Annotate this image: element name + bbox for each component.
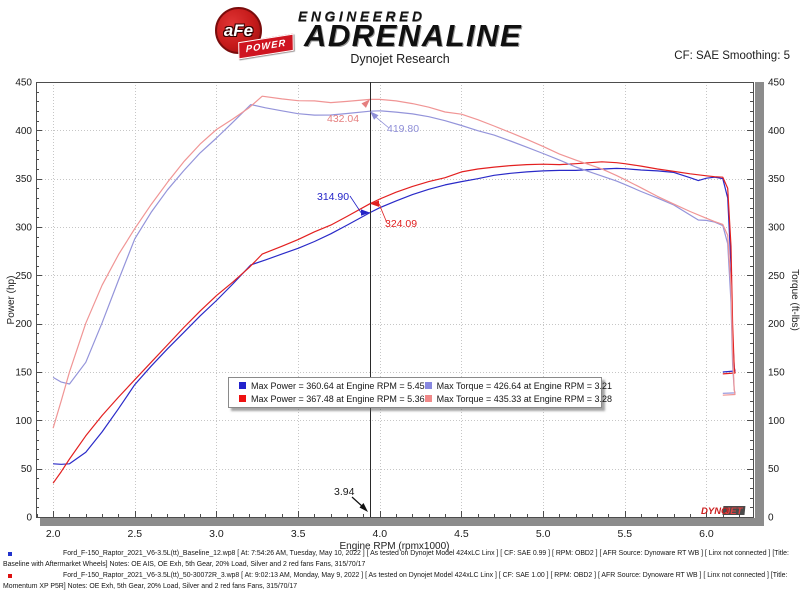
svg-text:3.5: 3.5 xyxy=(291,528,306,540)
torque-axis-label: Torque (ft-lbs) xyxy=(789,269,800,331)
legend-swatch-icon xyxy=(239,395,246,402)
power-axis-label: Power (hp) xyxy=(6,276,17,325)
cursor-marker-momentum-torque xyxy=(361,99,371,108)
run-bullet-icon xyxy=(8,552,12,556)
svg-text:432.04: 432.04 xyxy=(327,113,359,125)
afe-logo-text: aFe xyxy=(223,20,254,40)
svg-text:4.5: 4.5 xyxy=(454,528,469,540)
svg-text:300: 300 xyxy=(768,223,785,234)
cursor-readouts: 432.04 419.80 314.90 324.09 xyxy=(317,99,419,230)
brand-adrenaline-text: ADRENALINE xyxy=(304,18,523,53)
baseline-torque-curve xyxy=(52,103,736,394)
svg-text:2.0: 2.0 xyxy=(46,528,61,540)
legend-swatch-icon xyxy=(424,395,432,402)
power-ribbon-text: POWER xyxy=(245,37,287,56)
svg-text:JET: JET xyxy=(725,506,744,517)
svg-text:200: 200 xyxy=(15,319,32,330)
svg-text:300: 300 xyxy=(15,223,32,234)
rpm-axis-label: Engine RPM (rpmx1000) xyxy=(339,541,449,552)
momentum-torque-curve xyxy=(52,95,736,429)
svg-text:314.90: 314.90 xyxy=(317,191,349,203)
run-description: Ford_F-150_Raptor_2021_V6-3.5L(tt)_Basel… xyxy=(3,550,789,568)
run-entry: Ford_F-150_Raptor_2021_V6-3.5L(tt)_Basel… xyxy=(0,549,800,570)
legend-label: Max Power = 360.64 at Engine RPM = 5.45 xyxy=(251,380,425,391)
svg-text:250: 250 xyxy=(768,271,785,282)
svg-text:0: 0 xyxy=(26,513,32,524)
svg-text:350: 350 xyxy=(768,174,785,185)
legend-item: Max Torque = 435.33 at Engine RPM = 3.28 xyxy=(424,393,613,404)
cursor-rpm-label: 3.94 xyxy=(334,486,355,498)
run-bullet-icon xyxy=(8,574,12,578)
cursor-label-leader xyxy=(351,496,364,508)
legend-label: Max Power = 367.48 at Engine RPM = 5.36 xyxy=(251,393,425,404)
vertical-scrollbar[interactable] xyxy=(755,82,764,526)
svg-text:450: 450 xyxy=(15,78,32,89)
axis-ticks xyxy=(36,82,753,518)
svg-text:100: 100 xyxy=(15,416,32,427)
svg-text:6.0: 6.0 xyxy=(699,528,714,540)
brand-engineered-text: ENGINEERED xyxy=(298,8,426,24)
svg-text:5.0: 5.0 xyxy=(536,528,551,540)
svg-text:50: 50 xyxy=(768,464,780,475)
svg-text:5.5: 5.5 xyxy=(617,528,632,540)
cursor-marker-momentum-power xyxy=(370,200,380,207)
legend-item: Max Power = 360.64 at Engine RPM = 5.45 xyxy=(239,381,425,391)
svg-text:100: 100 xyxy=(768,416,785,427)
cursor-label-arrow-icon xyxy=(359,503,368,512)
plot-border xyxy=(36,82,754,518)
svg-text:2.5: 2.5 xyxy=(128,528,143,540)
svg-text:250: 250 xyxy=(15,271,32,282)
svg-text:50: 50 xyxy=(21,464,33,475)
svg-text:400: 400 xyxy=(768,126,785,137)
legend-item: Max Power = 367.48 at Engine RPM = 5.36 xyxy=(239,394,425,404)
cursor-marker-baseline-torque xyxy=(370,111,379,120)
baseline-power-curve xyxy=(53,167,736,465)
momentum-power-curve xyxy=(52,161,736,484)
cursor-marker-baseline-power xyxy=(361,209,371,216)
svg-text:324.09: 324.09 xyxy=(385,218,417,230)
svg-text:0: 0 xyxy=(768,513,774,524)
svg-text:450: 450 xyxy=(768,78,785,89)
svg-text:400: 400 xyxy=(15,126,32,137)
svg-text:150: 150 xyxy=(15,368,32,379)
svg-text:419.80: 419.80 xyxy=(387,123,419,135)
tick-labels: 0 0 50 50 100 100 150 150 200 200 250 250 300 300 350 3… xyxy=(15,78,785,541)
horizontal-scrollbar[interactable] xyxy=(40,518,764,526)
gridlines xyxy=(36,82,753,517)
legend-swatch-icon xyxy=(424,382,432,389)
svg-text:200: 200 xyxy=(768,319,785,330)
svg-text:DYNO: DYNO xyxy=(701,506,729,517)
svg-text:350: 350 xyxy=(15,174,32,185)
cf-smoothing-label: CF: SAE Smoothing: 5 xyxy=(674,50,790,62)
legend-item: Max Torque = 426.64 at Engine RPM = 3.21 xyxy=(424,380,613,391)
run-description: Ford_F-150_Raptor_2021_V6-3.5L(tt)_50-30… xyxy=(3,572,788,590)
svg-text:3.0: 3.0 xyxy=(209,528,224,540)
legend-swatch-icon xyxy=(239,382,246,389)
svg-text:150: 150 xyxy=(768,368,785,379)
chart-legend: Max Power = 360.64 at Engine RPM = 5.45 M… xyxy=(228,377,612,408)
legend-label: Max Torque = 426.64 at Engine RPM = 3.21 xyxy=(436,380,613,391)
page-title: Dynojet Research xyxy=(350,52,450,66)
svg-text:4.0: 4.0 xyxy=(372,528,387,540)
run-entry: Ford_F-150_Raptor_2021_V6-3.5L(tt)_50-30… xyxy=(0,571,800,592)
run-info-footer: Ford_F-150_Raptor_2021_V6-3.5L(tt)_Basel… xyxy=(0,549,800,593)
legend-label: Max Torque = 435.33 at Engine RPM = 3.28 xyxy=(436,393,613,404)
